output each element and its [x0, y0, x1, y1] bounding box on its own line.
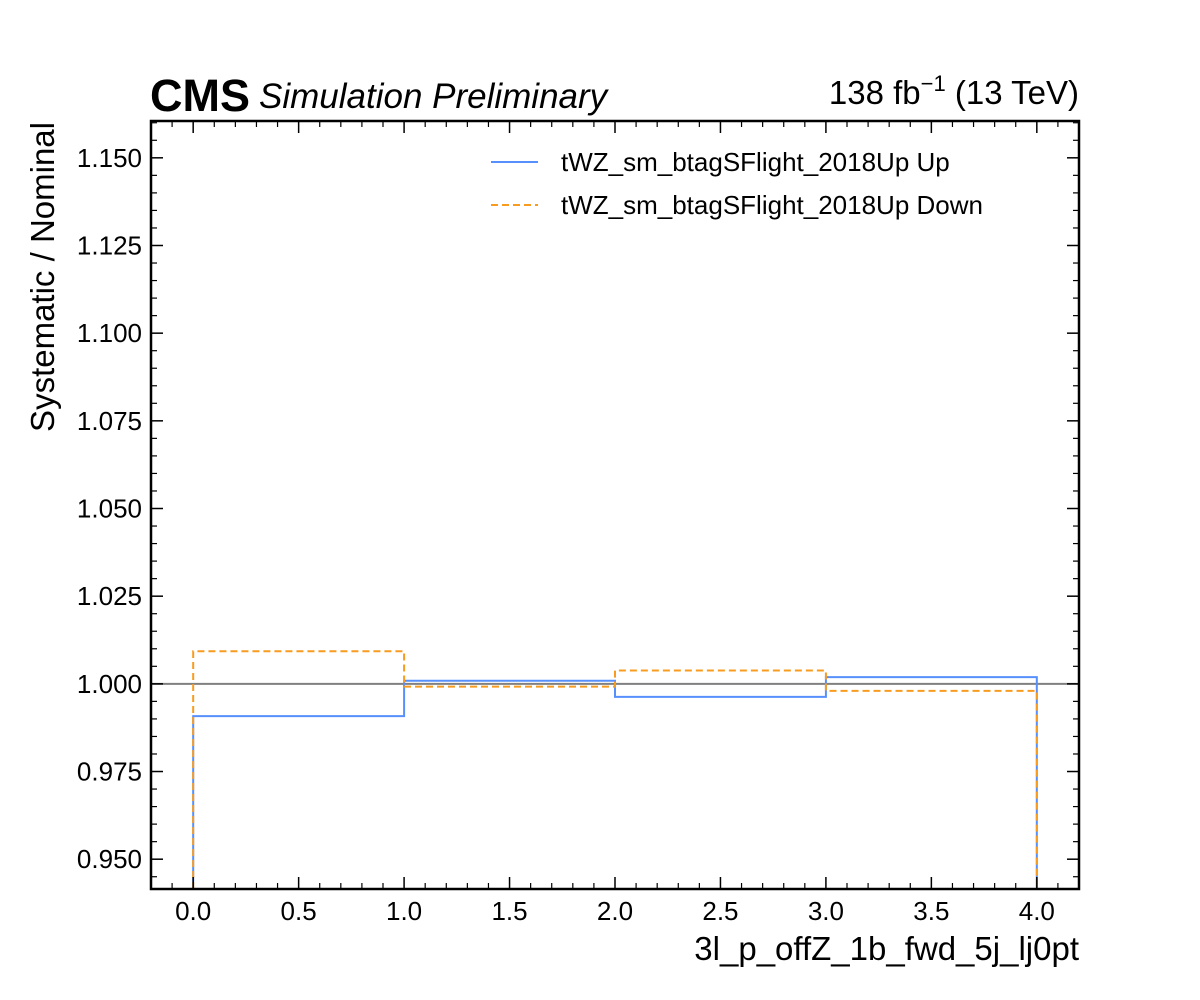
- legend: tWZ_sm_btagSFlight_2018Up Up tWZ_sm_btagS…: [491, 147, 983, 220]
- x-tick-label: 1.0: [386, 896, 422, 926]
- lumi-label: 138 fb−1 (13 TeV): [829, 71, 1079, 111]
- x-tick-label: 0.0: [175, 896, 211, 926]
- lumi-exponent: −1: [921, 71, 946, 96]
- x-tick-label: 2.5: [702, 896, 738, 926]
- x-tick-label: 3.5: [913, 896, 949, 926]
- y-tick-label: 1.150: [77, 143, 142, 173]
- y-tick-label: 1.100: [77, 318, 142, 348]
- x-axis-label: 3l_p_offZ_1b_fwd_5j_lj0pt: [694, 930, 1079, 967]
- legend-label-1: tWZ_sm_btagSFlight_2018Up Down: [561, 190, 983, 220]
- series-0-step-line: [192, 676, 1038, 889]
- ticks-group: 0.0 0.5 1.0 1.5 2.0 2.5 3.0 3.5 4.0 0.950 0.975 1.0…: [77, 121, 1080, 926]
- x-tick-label: 1.5: [491, 896, 527, 926]
- series-group: [192, 650, 1038, 889]
- series-1-step-line: [192, 650, 1038, 889]
- x-tick-label: 3.0: [808, 896, 844, 926]
- legend-label-0: tWZ_sm_btagSFlight_2018Up Up: [561, 147, 950, 177]
- y-tick-label: 1.025: [77, 581, 142, 611]
- y-tick-label: 0.950: [77, 844, 142, 874]
- y-axis-label: Systematic / Nominal: [24, 122, 61, 432]
- lumi-energy: (13 TeV): [946, 74, 1079, 111]
- y-tick-label: 1.125: [77, 230, 142, 260]
- status-label: Simulation Preliminary: [259, 77, 610, 116]
- plot-frame: [149, 119, 1081, 891]
- y-tick-label: 1.050: [77, 494, 142, 524]
- x-tick-label: 0.5: [281, 896, 317, 926]
- y-tick-label: 1.075: [77, 406, 142, 436]
- x-tick-label: 2.0: [597, 896, 633, 926]
- lumi-value: 138 fb: [829, 74, 921, 111]
- y-tick-label: 0.975: [77, 757, 142, 787]
- y-tick-label: 1.000: [77, 669, 142, 699]
- experiment-label: CMS: [150, 70, 250, 121]
- x-tick-label: 4.0: [1019, 896, 1055, 926]
